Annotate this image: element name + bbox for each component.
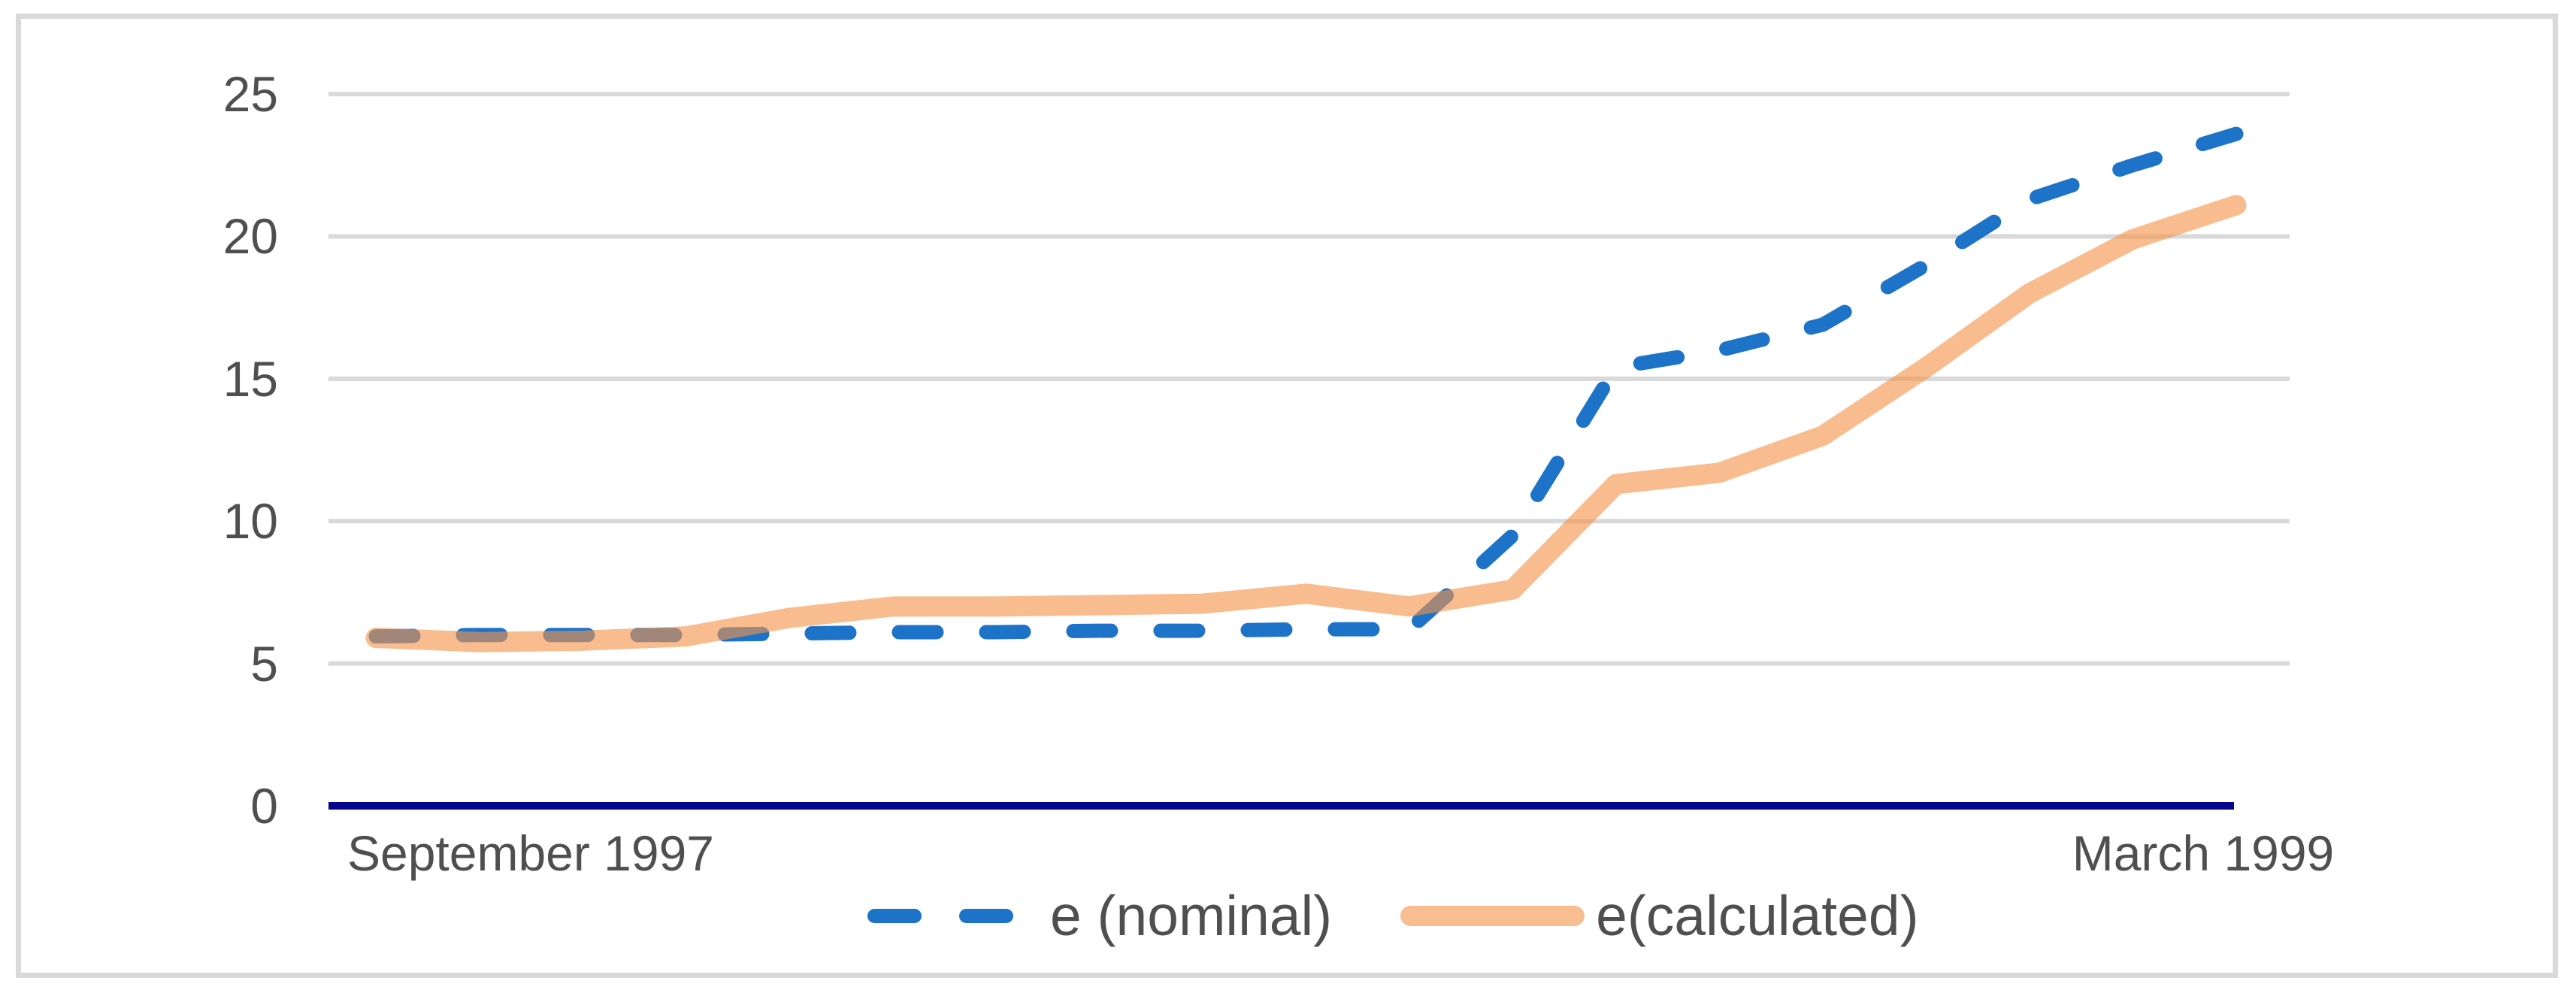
legend-label-e-nominal: e (nominal)	[1050, 884, 1333, 947]
y-axis-tick-label-20: 20	[222, 208, 278, 264]
y-axis-tick-label-10: 10	[222, 493, 278, 549]
x-axis-label-first: September 1997	[347, 825, 714, 881]
y-axis-tick-label-0: 0	[250, 778, 278, 834]
y-axis-tick-label-15: 15	[222, 351, 278, 407]
chart-outer-border	[16, 14, 2558, 978]
x-axis-label-last: March 1999	[2072, 825, 2335, 881]
legend-label-e-calculated: e(calculated)	[1596, 884, 1919, 947]
y-axis-tick-label-25: 25	[222, 66, 278, 122]
y-axis-tick-label-5: 5	[250, 636, 278, 692]
series-e-nominal	[368, 126, 2244, 644]
legend: e (nominal) e(calculated)	[867, 882, 1919, 949]
e-nominal-dash-marker-icon	[867, 908, 1013, 923]
series-e-calculated	[365, 195, 2247, 652]
e-calculated-line-marker-icon	[1400, 905, 1585, 926]
